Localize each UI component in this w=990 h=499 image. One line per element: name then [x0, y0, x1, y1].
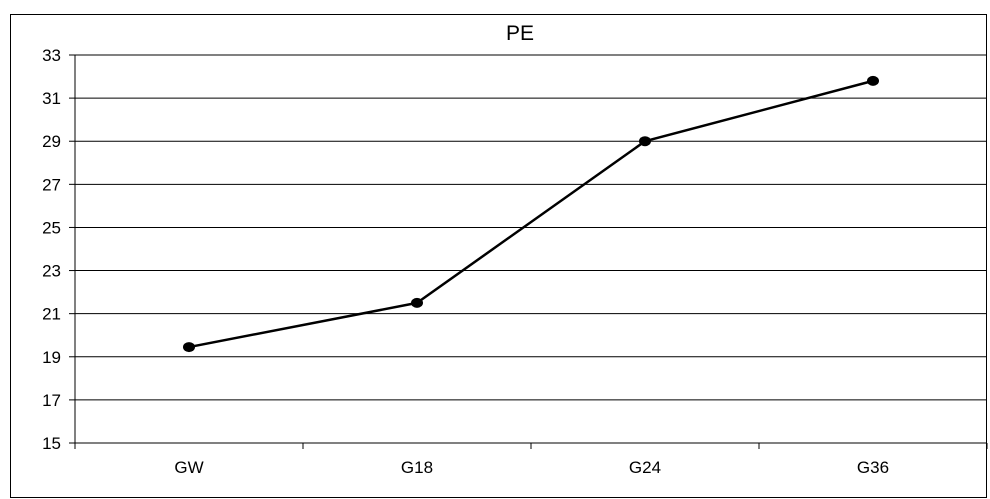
x-tick-label-g18: G18 — [401, 458, 433, 477]
y-tick-label: 21 — [42, 305, 61, 324]
y-tick-labels: 15 17 19 21 23 25 27 29 31 33 — [42, 46, 61, 453]
y-tick-label: 19 — [42, 348, 61, 367]
data-point-gw — [183, 342, 195, 353]
gridlines — [75, 54, 987, 401]
x-tick-labels: GW G18 G24 G36 — [174, 458, 889, 477]
series-layer — [183, 75, 879, 353]
y-tick-label: 15 — [42, 434, 61, 453]
y-tick-label: 31 — [42, 89, 61, 108]
data-point-g18 — [411, 297, 423, 308]
x-tick-label-gw: GW — [174, 458, 203, 477]
series-line — [188, 79, 874, 349]
data-point-g24 — [639, 136, 651, 147]
chart-frame — [10, 14, 987, 498]
y-tick-label: 17 — [42, 391, 61, 410]
data-point-g36 — [867, 75, 879, 86]
y-tick-label: 25 — [42, 218, 61, 237]
chart-title: PE — [506, 22, 534, 45]
y-tick-label: 23 — [42, 262, 61, 281]
y-tick-label: 33 — [42, 46, 61, 65]
axes — [69, 54, 988, 449]
y-tick-label: 29 — [42, 132, 61, 151]
x-tick-label-g36: G36 — [857, 458, 889, 477]
y-tick-label: 27 — [42, 175, 61, 194]
x-tick-label-g24: G24 — [629, 458, 661, 477]
